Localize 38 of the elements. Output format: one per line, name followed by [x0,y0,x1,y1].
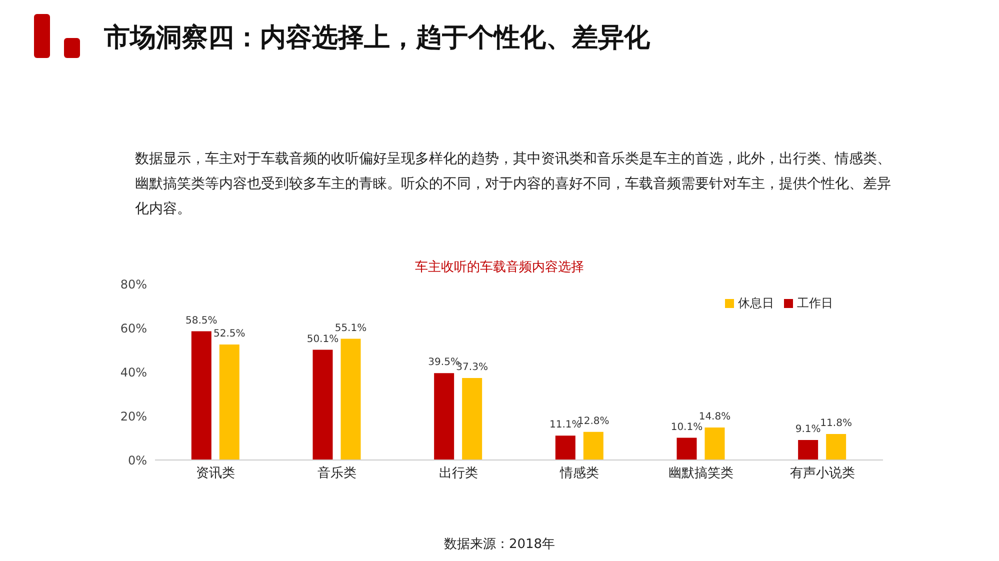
y-tick-label: 0% [128,453,147,468]
legend-label: 工作日 [797,296,833,310]
data-label: 9.1% [795,424,821,435]
x-tick-label: 出行类 [438,466,478,482]
data-label: 14.8% [698,411,731,422]
data-label: 58.5% [186,315,218,326]
data-label: 11.1% [550,420,582,431]
source-note: 数据来源：2018年 [442,536,556,553]
y-tick-label: 20% [120,409,147,424]
bar [676,438,697,460]
y-tick-label: 80% [120,277,147,292]
bar [434,373,454,460]
data-label: 50.1% [306,334,339,345]
text: 数据显示，车主对于车载音频的收听偏好呈现多样化的趋势，其中资讯类和音乐类是车主的首选，此外，出行类、情感类、幽默搞笑类等内容也受到较多车主的青睐。听众的不同，对于内容的喜好不同，车载音频需要针对车主，提供个性化、差异化内容。 [135,150,892,219]
data-label: 10.1% [670,422,703,433]
y-tick-label: 40% [120,365,147,380]
bar [798,440,818,460]
chart-title: 市场洞察四：内容选择上，趋于个性化、差异化 [104,22,650,55]
y-tick-label: 60% [120,321,147,336]
bar [219,344,240,460]
bar [826,434,846,460]
bar [462,378,482,460]
data-label: 55.1% [334,322,367,334]
bar [340,338,361,460]
x-tick-label: 音乐类 [318,466,356,482]
bar [583,432,604,460]
x-tick-label: 有声小说类 [790,466,855,482]
bar [191,331,212,460]
data-label: 11.8% [820,418,852,430]
chart-subtitle: 车主收听的车载音频内容选择 [414,259,585,276]
bar [555,436,576,460]
x-tick-label: 情感类 [559,466,600,482]
bar [704,427,725,460]
bar [312,350,333,460]
x-tick-label: 资讯类 [196,466,236,482]
legend-label: 休息日 [738,296,774,310]
x-tick-label: 幽默搞笑类 [668,466,734,482]
data-label: 52.5% [214,328,246,340]
